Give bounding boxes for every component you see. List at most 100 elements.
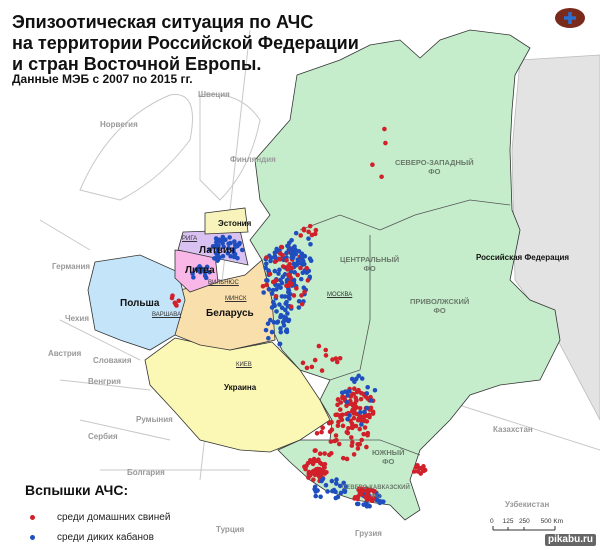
outbreak-domestic-dot [279,244,284,250]
outbreak-domestic-dot [344,456,350,462]
legend-label: среди диких кабанов [57,532,154,543]
outbreak-domestic-dot [361,431,366,437]
outbreak-domestic-dot [312,357,318,363]
outbreak-wild-dot [361,502,366,507]
outbreak-domestic-dot [311,456,317,462]
outbreak-wild-dot [333,495,339,501]
outbreak-wild-dot [359,422,364,427]
outbreak-domestic-dot [337,355,343,361]
outbreak-wild-dot [292,270,298,275]
outbreak-wild-dot [334,477,339,482]
outbreak-domestic-dot [286,283,292,288]
outbreak-wild-dot [337,483,343,489]
watermark: pikabu.ru [544,534,596,546]
red-dot-icon [30,515,35,520]
poland-shape [87,254,186,351]
outbreak-wild-dot [377,500,383,506]
label-nw-fd: СЕВЕРО-ЗАПАДНЫЙ ФО [395,158,474,176]
outbreak-domestic-dot [352,386,357,392]
outbreak-domestic-dot [305,278,311,283]
outbreak-wild-dot [325,489,330,494]
scale-tick: 500 [540,518,552,525]
outbreak-wild-dot [204,264,210,270]
outbreak-wild-dot [282,294,288,299]
outbreak-domestic-dot [329,419,334,425]
outbreak-domestic-dot [316,343,322,349]
label-hungary: Венгрия [88,377,121,386]
outbreak-domestic-dot [286,272,291,277]
outbreak-dots [169,126,428,509]
label-finland: Финляндия [230,155,276,164]
outbreak-domestic-dot [267,271,273,277]
outbreak-domestic-dot [273,293,279,299]
outbreak-wild-dot [306,236,311,241]
label-poland: Польша [120,298,160,309]
outbreak-domestic-dot [357,426,363,432]
outbreak-wild-dot [207,247,213,252]
outbreak-wild-dot [352,379,357,385]
outbreak-domestic-dot [323,347,329,353]
outbreak-wild-dot [263,265,268,271]
outbreak-wild-dot [225,250,231,256]
outbreak-domestic-dot [358,490,364,496]
map-title: Эпизоотическая ситуация по АЧС на террит… [12,12,359,75]
outbreak-wild-dot [213,243,219,248]
outbreak-domestic-dot [333,356,339,361]
outbreak-domestic-dot [313,469,318,475]
outbreak-wild-dot [296,258,302,264]
outbreak-wild-dot [268,258,273,264]
outbreak-domestic-dot [264,255,269,260]
outbreak-domestic-dot [349,435,354,440]
label-sweden: Швеция [198,90,230,99]
outbreak-wild-dot [201,267,206,272]
outbreak-domestic-dot [353,395,359,401]
outbreak-wild-dot [345,393,351,398]
outbreak-wild-dot [274,286,279,292]
outbreak-domestic-dot [352,496,357,501]
outbreak-wild-dot [291,251,297,256]
outbreak-wild-dot [228,253,233,259]
outbreak-domestic-dot [280,264,286,269]
outbreak-wild-dot [198,269,203,275]
label-georgia: Грузия [355,529,382,538]
title-line-3: и стран Восточной Европы. [12,54,262,74]
outbreak-domestic-dot [298,265,303,271]
outbreak-wild-dot [280,274,286,280]
outbreak-wild-dot [329,478,335,484]
outbreak-wild-dot [202,273,208,279]
outbreak-wild-dot [220,253,226,259]
outbreak-domestic-dot [303,466,308,472]
label-germany: Германия [52,262,91,271]
outbreak-domestic-dot [289,265,295,271]
outbreak-domestic-dot [411,469,417,474]
outbreak-wild-dot [272,250,278,255]
outbreak-domestic-dot [346,425,351,431]
outbreak-domestic-dot [337,407,343,412]
outbreak-wild-dot [272,303,277,309]
outbreak-wild-dot [231,247,236,253]
outbreak-domestic-dot [295,272,300,278]
city-vilnius: ВИЛЬНЮС [208,280,239,286]
title-line-1: Эпизоотическая ситуация по АЧС [12,12,314,32]
outbreak-wild-dot [366,503,372,508]
outbreak-wild-dot [318,494,323,500]
outbreak-domestic-dot [353,423,359,429]
outbreak-domestic-dot [357,405,363,411]
outbreak-domestic-dot [421,468,427,474]
blue-dot-icon [30,535,35,540]
outbreak-wild-dot [365,384,370,390]
belarus-shape [174,259,276,351]
outbreak-wild-dot [343,389,348,394]
outbreak-domestic-dot [319,429,324,435]
outbreak-wild-dot [354,501,360,507]
outbreak-domestic-dot [323,353,329,358]
outbreak-domestic-dot [379,174,384,180]
outbreak-wild-dot [278,329,284,335]
outbreak-domestic-dot [299,293,304,298]
outbreak-wild-dot [221,244,226,250]
legend-item-wild: среди диких кабанов [30,532,154,543]
outbreak-wild-dot [268,317,273,323]
outbreak-wild-dot [296,298,302,304]
title-line-2: на территории Российской Федерации [12,33,359,53]
outbreak-domestic-dot [336,441,342,447]
